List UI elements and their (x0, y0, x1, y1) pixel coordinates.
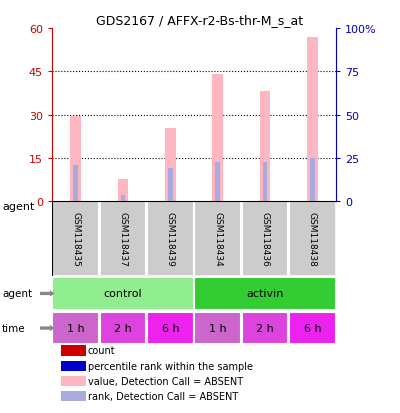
Bar (121, 196, 125, 202)
FancyBboxPatch shape (194, 278, 336, 310)
FancyBboxPatch shape (147, 312, 194, 344)
Text: 2 h: 2 h (256, 323, 274, 333)
FancyBboxPatch shape (100, 202, 146, 276)
Bar (310, 159, 315, 202)
Bar (60, 376, 86, 386)
Text: GSM118436: GSM118436 (260, 212, 270, 266)
Text: value, Detection Call = ABSENT: value, Detection Call = ABSENT (88, 376, 243, 386)
Text: agent: agent (2, 202, 34, 211)
FancyBboxPatch shape (147, 202, 194, 276)
FancyBboxPatch shape (194, 312, 241, 344)
FancyBboxPatch shape (289, 312, 336, 344)
Bar (168, 169, 173, 202)
FancyBboxPatch shape (289, 202, 336, 276)
Bar (307, 38, 318, 202)
Text: GSM118438: GSM118438 (308, 212, 317, 266)
Text: agent: agent (2, 289, 32, 299)
Text: 2 h: 2 h (114, 323, 132, 333)
FancyBboxPatch shape (100, 312, 146, 344)
Bar (73, 166, 78, 202)
Text: count: count (88, 346, 116, 356)
Text: GSM118439: GSM118439 (166, 212, 175, 266)
Text: 6 h: 6 h (162, 323, 179, 333)
Bar (263, 163, 267, 202)
Bar (260, 92, 270, 202)
Bar (212, 75, 223, 202)
Bar (118, 180, 128, 202)
Text: GSM118434: GSM118434 (213, 212, 222, 266)
Text: time: time (2, 323, 26, 333)
FancyBboxPatch shape (52, 312, 99, 344)
Bar (165, 128, 176, 202)
Text: GSM118435: GSM118435 (71, 212, 80, 266)
Text: control: control (104, 289, 142, 299)
Bar (60, 361, 86, 371)
Text: rank, Detection Call = ABSENT: rank, Detection Call = ABSENT (88, 391, 238, 401)
Text: GSM118437: GSM118437 (118, 212, 128, 266)
Text: activin: activin (246, 289, 284, 299)
FancyBboxPatch shape (242, 312, 288, 344)
Text: 1 h: 1 h (209, 323, 226, 333)
Text: 1 h: 1 h (67, 323, 84, 333)
Text: GDS2167 / AFFX-r2-Bs-thr-M_s_at: GDS2167 / AFFX-r2-Bs-thr-M_s_at (96, 14, 304, 27)
FancyBboxPatch shape (242, 202, 288, 276)
FancyBboxPatch shape (52, 278, 194, 310)
Text: 6 h: 6 h (304, 323, 321, 333)
FancyBboxPatch shape (194, 202, 241, 276)
Bar (60, 346, 86, 356)
FancyBboxPatch shape (52, 202, 99, 276)
Bar (60, 391, 86, 401)
Bar (70, 117, 81, 202)
Bar (215, 163, 220, 202)
Text: percentile rank within the sample: percentile rank within the sample (88, 361, 253, 371)
